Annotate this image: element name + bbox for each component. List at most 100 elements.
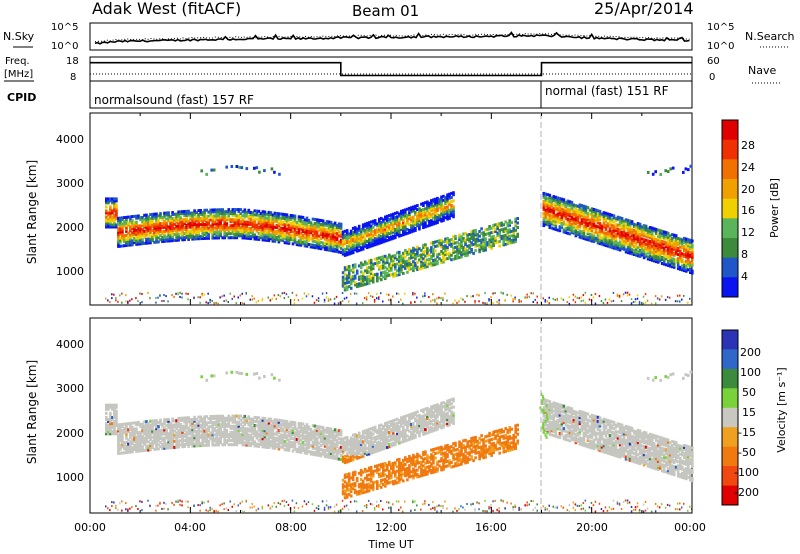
power-cell <box>275 224 279 227</box>
power-cell <box>173 222 176 226</box>
power-cell <box>646 227 650 231</box>
power-cell <box>163 215 166 219</box>
power-cell <box>285 231 289 235</box>
power-cell <box>171 223 174 226</box>
power-cell <box>353 228 357 232</box>
velocity-cell <box>195 434 199 438</box>
power-cell <box>670 249 674 253</box>
power-cell <box>333 241 337 245</box>
velocity-cell <box>185 440 188 444</box>
power-cell <box>165 211 168 215</box>
power-cell <box>608 235 612 239</box>
power-cell <box>636 236 640 240</box>
power-cell <box>329 224 333 228</box>
velocity-cell <box>193 415 196 419</box>
power-cell <box>440 203 443 207</box>
power-cell <box>646 241 650 245</box>
power-cell <box>131 227 134 231</box>
power-cell <box>632 253 636 256</box>
power-cell <box>684 167 688 171</box>
power-cell <box>345 287 349 291</box>
power-cell <box>672 239 676 243</box>
velocity-cell <box>231 416 235 420</box>
velocity-cell <box>187 506 189 509</box>
power-cell <box>163 294 165 296</box>
power-cell <box>432 261 435 265</box>
power-cell <box>115 297 117 299</box>
power-cell <box>438 257 441 261</box>
power-cell <box>163 239 166 243</box>
velocity-cell <box>225 424 229 428</box>
power-cell <box>496 222 500 226</box>
power-cell <box>311 233 315 237</box>
power-cell <box>161 236 164 239</box>
power-cell <box>351 266 355 270</box>
power-cell <box>159 234 162 238</box>
velocity-cell <box>205 433 209 437</box>
power-cell <box>548 199 552 203</box>
power-cell <box>648 246 652 250</box>
power-cell <box>408 211 411 214</box>
power-cell <box>446 199 449 203</box>
power-cell <box>355 231 359 235</box>
power-cell <box>628 219 632 223</box>
velocity-cell <box>119 427 122 431</box>
power-cell <box>646 299 649 302</box>
power-cell <box>406 264 409 268</box>
power-cell <box>229 292 231 295</box>
power-cell <box>544 202 548 206</box>
power-cell <box>580 214 584 218</box>
power-cell <box>295 227 299 230</box>
power-cell <box>243 226 247 230</box>
power-cell <box>237 228 241 232</box>
power-cell <box>337 240 341 244</box>
velocity-cell <box>205 421 209 425</box>
velocity-cell <box>185 420 188 424</box>
velocity-cell <box>137 421 140 424</box>
power-cell <box>634 235 638 239</box>
power-cell <box>373 257 377 261</box>
power-cell <box>175 226 178 230</box>
power-cell <box>347 234 351 238</box>
power-cell <box>574 230 578 234</box>
power-cell <box>181 226 184 230</box>
power-cell <box>624 232 628 236</box>
power-cell <box>654 170 658 174</box>
power-cell <box>177 210 180 214</box>
power-cell <box>161 300 163 302</box>
velocity-cell <box>193 430 196 434</box>
power-cell <box>345 237 349 241</box>
power-cell <box>576 296 579 299</box>
power-cell <box>321 227 325 231</box>
power-cell <box>658 259 662 263</box>
power-cell <box>197 213 201 217</box>
power-cell <box>365 280 369 283</box>
power-cell <box>392 216 395 220</box>
power-cell <box>189 235 192 239</box>
power-cell <box>287 296 290 298</box>
power-cell <box>406 250 409 254</box>
velocity-cell <box>113 413 116 417</box>
search-label: N.Search <box>745 30 795 43</box>
power-cell <box>568 302 571 305</box>
power-cell <box>365 277 369 281</box>
power-cell <box>466 244 469 248</box>
power-cell <box>408 263 411 267</box>
power-cell <box>299 221 303 225</box>
power-cell <box>474 229 477 232</box>
power-cell <box>369 238 373 242</box>
power-cell <box>570 229 574 232</box>
power-cell <box>506 228 510 232</box>
power-cell <box>478 234 481 238</box>
power-cell <box>683 261 686 264</box>
velocity-cell <box>197 434 201 437</box>
velocity-cell <box>105 432 108 436</box>
power-cell <box>660 245 664 249</box>
power-cell <box>333 237 337 241</box>
power-cell <box>512 298 514 301</box>
power-cell <box>592 208 596 211</box>
power-cell <box>229 220 233 224</box>
power-cell <box>444 210 447 214</box>
power-cell <box>514 239 518 243</box>
velocity-cell <box>105 416 108 419</box>
